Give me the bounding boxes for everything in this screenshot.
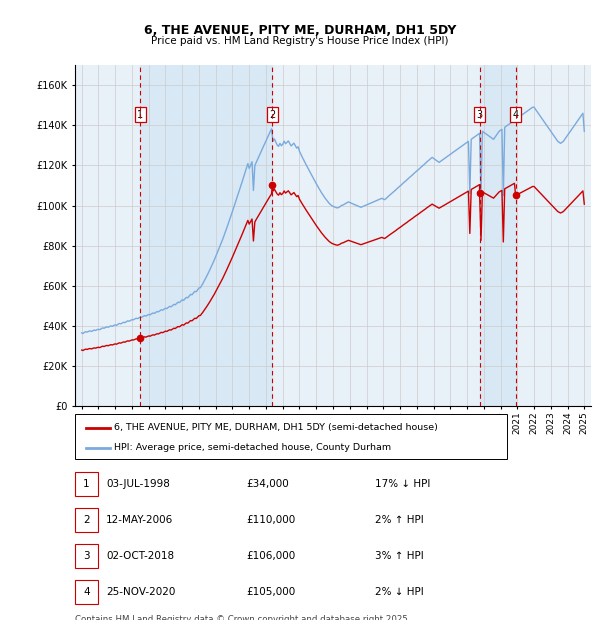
Text: 02-OCT-2018: 02-OCT-2018: [106, 551, 175, 561]
Text: Price paid vs. HM Land Registry's House Price Index (HPI): Price paid vs. HM Land Registry's House …: [151, 36, 449, 46]
Text: £105,000: £105,000: [246, 587, 295, 597]
Text: 3% ↑ HPI: 3% ↑ HPI: [375, 551, 424, 561]
Text: 6, THE AVENUE, PITY ME, DURHAM, DH1 5DY (semi-detached house): 6, THE AVENUE, PITY ME, DURHAM, DH1 5DY …: [114, 423, 438, 432]
Text: 6, THE AVENUE, PITY ME, DURHAM, DH1 5DY: 6, THE AVENUE, PITY ME, DURHAM, DH1 5DY: [144, 24, 456, 37]
Text: 2: 2: [83, 515, 90, 525]
Text: 17% ↓ HPI: 17% ↓ HPI: [375, 479, 430, 489]
Text: 1: 1: [137, 110, 143, 120]
Text: 2: 2: [269, 110, 275, 120]
Text: £34,000: £34,000: [246, 479, 289, 489]
Text: Contains HM Land Registry data © Crown copyright and database right 2025.
This d: Contains HM Land Registry data © Crown c…: [75, 615, 410, 620]
Text: 12-MAY-2006: 12-MAY-2006: [106, 515, 173, 525]
Text: 3: 3: [476, 110, 482, 120]
Text: HPI: Average price, semi-detached house, County Durham: HPI: Average price, semi-detached house,…: [114, 443, 391, 452]
Text: 4: 4: [512, 110, 518, 120]
Text: 2% ↑ HPI: 2% ↑ HPI: [375, 515, 424, 525]
Text: 1: 1: [83, 479, 90, 489]
Text: 03-JUL-1998: 03-JUL-1998: [106, 479, 170, 489]
Text: £110,000: £110,000: [246, 515, 295, 525]
Text: 4: 4: [83, 587, 90, 597]
Bar: [140, 65, 272, 406]
Text: 3: 3: [83, 551, 90, 561]
Bar: [479, 65, 515, 406]
Text: 2% ↓ HPI: 2% ↓ HPI: [375, 587, 424, 597]
Text: £106,000: £106,000: [246, 551, 295, 561]
Text: 25-NOV-2020: 25-NOV-2020: [106, 587, 176, 597]
